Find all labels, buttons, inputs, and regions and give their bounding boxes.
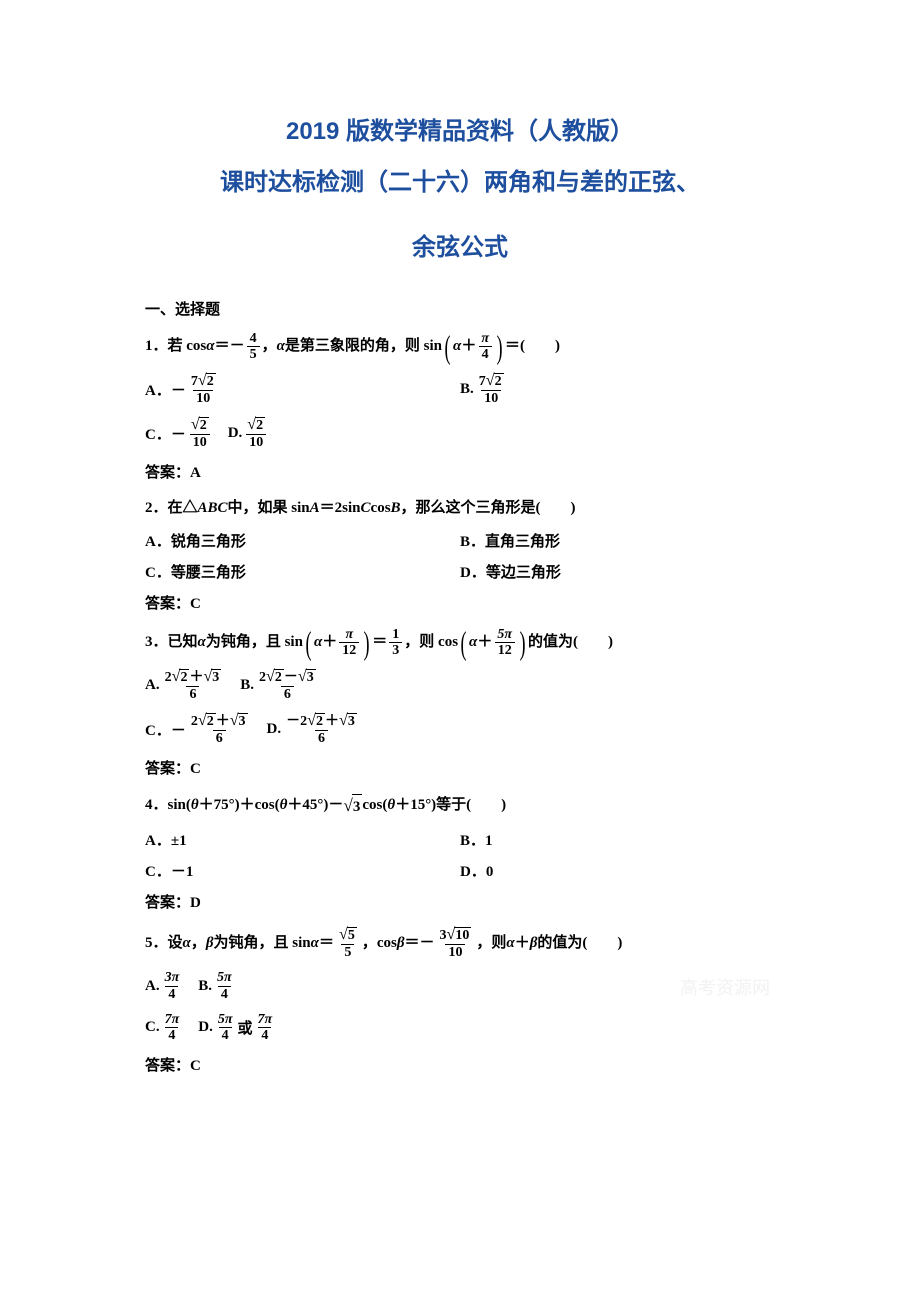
- section-heading: 一、选择题: [145, 298, 775, 319]
- q2-answer: 答案：C: [145, 592, 775, 613]
- q5-optA: A. 3π4: [145, 970, 184, 1002]
- q2-row-cd: C．等腰三角形 D．等边三角形: [145, 561, 775, 582]
- q5-optD: D. 5π4 或 7π4: [198, 1012, 277, 1044]
- q3-row-cd: C．－ 2√2＋√36 D. －2√2＋√36: [145, 712, 775, 746]
- q1-text: 1．若 cos: [145, 334, 206, 358]
- q4-stem: 4．sin(θ＋75°)＋cos(θ＋45°)－√3 cos(θ＋15°)等于(…: [145, 792, 775, 820]
- q1-optC: C．－ √210: [145, 416, 214, 450]
- q1-tail: ＝( ): [505, 334, 560, 358]
- q2-row-ab: A．锐角三角形 B．直角三角形: [145, 530, 775, 551]
- q5-answer: 答案：C: [145, 1054, 775, 1075]
- q5-row-cd: C. 7π4 D. 5π4 或 7π4: [145, 1012, 775, 1044]
- q3-optB: B. 2√2－√36: [240, 668, 320, 702]
- lparen-icon: (: [444, 339, 450, 359]
- q1-plus: ＋: [461, 334, 476, 358]
- q1-optD: D. √210: [228, 416, 270, 450]
- q4-optA: A．±1: [145, 829, 460, 850]
- q4-answer: 答案：D: [145, 891, 775, 912]
- q1-alpha2: α: [277, 334, 285, 358]
- q1-eq: ＝－: [215, 334, 245, 358]
- q2-optC: C．等腰三角形: [145, 561, 460, 582]
- q1-alpha: α: [206, 334, 214, 358]
- q1-optA: A．－ 7√210: [145, 372, 460, 406]
- q3-optC: C．－ 2√2＋√36: [145, 712, 253, 746]
- q5-optB: B. 5π4: [198, 970, 236, 1002]
- q1-text2: 是第三象限的角，则 sin: [285, 334, 442, 358]
- q2-stem: 2．在△ABC 中，如果 sin A＝2sin Ccos B，那么这个三角形是(…: [145, 496, 775, 520]
- q2-optA: A．锐角三角形: [145, 530, 460, 551]
- q3-optD: D. －2√2＋√36: [267, 712, 362, 746]
- q1-answer: 答案：A: [145, 461, 775, 482]
- q4-row-ab: A．±1 B．1: [145, 829, 775, 850]
- q1-comma: ，: [262, 334, 277, 358]
- q2-optD: D．等边三角形: [460, 561, 775, 582]
- q1-row-cd: C．－ √210 D. √210: [145, 416, 775, 450]
- title-main: 2019 版数学精品资料（人教版）: [145, 110, 775, 153]
- q1-stem: 1．若 cos α ＝－ 45 ， α 是第三象限的角，则 sin ( α ＋ …: [145, 331, 775, 363]
- q1-optB: B. 7√210: [460, 372, 775, 406]
- q4-row-cd: C．－1 D．0: [145, 860, 775, 881]
- q3-row-ab: A. 2√2＋√36 B. 2√2－√36: [145, 668, 775, 702]
- rparen-icon: ): [496, 339, 502, 359]
- q4-optD: D．0: [460, 860, 775, 881]
- q3-answer: 答案：C: [145, 757, 775, 778]
- q3-stem: 3．已知 α 为钝角，且 sin (α＋ π12 ) ＝ 13 ，则 cos (…: [145, 627, 775, 659]
- q3-optA: A. 2√2＋√36: [145, 668, 226, 702]
- q5-optC: C. 7π4: [145, 1012, 184, 1044]
- title-sub: 课时达标检测（二十六）两角和与差的正弦、: [145, 161, 775, 204]
- q1-frac: 45: [247, 331, 260, 363]
- q4-optB: B．1: [460, 829, 775, 850]
- q1-pi4: π4: [478, 331, 492, 363]
- q5-stem: 5．设 α，β 为钝角，且 sin α＝ √55 ，cos β＝－ 3√1010…: [145, 926, 775, 960]
- q1-inner-a: α: [453, 334, 461, 358]
- q1-row-ab: A．－ 7√210 B. 7√210: [145, 372, 775, 406]
- q2-optB: B．直角三角形: [460, 530, 775, 551]
- q4-optC: C．－1: [145, 860, 460, 881]
- title-term: 余弦公式: [145, 226, 775, 269]
- q5-row-ab: A. 3π4 B. 5π4: [145, 970, 775, 1002]
